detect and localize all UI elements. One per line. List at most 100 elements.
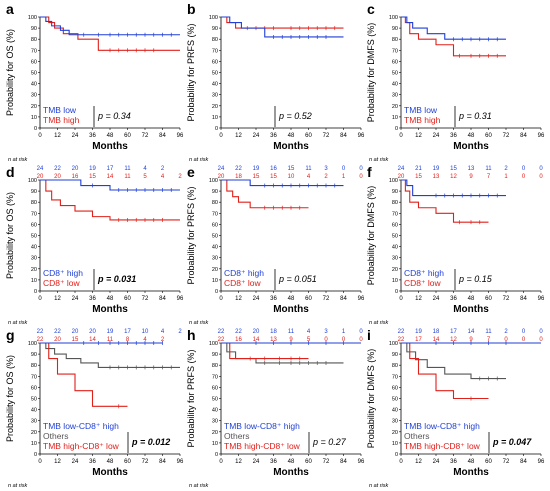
- y-tick-label: 80: [392, 363, 398, 369]
- y-tick-label: 90: [31, 189, 37, 195]
- legend-entry: TMB low: [404, 105, 438, 115]
- x-tick-label: 48: [107, 296, 114, 302]
- x-tick-label: 84: [520, 133, 527, 139]
- n-at-risk-value: 0: [522, 329, 526, 335]
- n-at-risk-value: 24: [218, 166, 225, 172]
- y-tick-label: 60: [392, 222, 398, 228]
- km-curve-blue: [40, 179, 180, 191]
- x-tick-label: 72: [142, 296, 149, 302]
- x-tick-label: 0: [399, 459, 403, 465]
- km-curve-blue: [40, 16, 180, 36]
- legend-entry: Others: [43, 431, 69, 441]
- n-at-risk-value: 15: [72, 337, 79, 343]
- n-at-risk-value: 2: [504, 329, 508, 335]
- p-value: p = 0.012: [131, 437, 170, 447]
- x-tick-label: 84: [159, 296, 166, 302]
- x-tick-label: 12: [235, 459, 242, 465]
- x-tick-label: 12: [54, 459, 61, 465]
- x-tick-label: 48: [468, 459, 475, 465]
- y-tick-label: 40: [212, 408, 218, 414]
- x-tick-label: 84: [340, 459, 347, 465]
- km-curve-gray: [401, 342, 506, 380]
- n-at-risk-value: 0: [539, 329, 543, 335]
- n-at-risk-value: 0: [359, 329, 363, 335]
- y-tick-label: 100: [209, 341, 218, 347]
- n-at-risk-value: 1: [342, 329, 346, 335]
- y-tick-label: 80: [212, 37, 218, 43]
- y-tick-label: 20: [31, 104, 37, 110]
- n-at-risk-value: 17: [450, 329, 457, 335]
- y-tick-label: 0: [34, 126, 37, 132]
- x-tick-label: 24: [433, 133, 440, 139]
- y-tick-label: 10: [392, 115, 398, 121]
- n-at-risk-value: 4: [143, 337, 147, 343]
- y-tick-label: 50: [212, 71, 218, 77]
- n-at-risk-value: 4: [161, 174, 165, 180]
- y-tick-label: 90: [212, 26, 218, 32]
- x-tick-label: 96: [177, 133, 184, 139]
- n-at-risk-value: 19: [253, 166, 260, 172]
- x-tick-label: 72: [323, 296, 330, 302]
- y-tick-label: 0: [34, 289, 37, 295]
- x-tick-label: 72: [142, 133, 149, 139]
- y-tick-label: 60: [31, 59, 37, 65]
- n-at-risk-value: 19: [107, 329, 114, 335]
- n-at-risk-value: 14: [433, 337, 440, 343]
- n-at-risk-value: 2: [324, 174, 328, 180]
- n-at-risk-value: 15: [89, 174, 96, 180]
- x-tick-label: 96: [538, 133, 545, 139]
- x-tick-label: 36: [450, 133, 457, 139]
- y-tick-label: 90: [212, 352, 218, 358]
- y-tick-label: 10: [212, 278, 218, 284]
- y-tick-label: 40: [31, 82, 37, 88]
- y-tick-label: 80: [31, 37, 37, 43]
- y-tick-label: 20: [31, 267, 37, 273]
- x-tick-label: 72: [503, 459, 510, 465]
- x-tick-label: 48: [288, 296, 295, 302]
- y-tick-label: 100: [28, 178, 37, 184]
- n-at-risk-value: 14: [107, 174, 114, 180]
- legend-entry: TMB high: [43, 115, 80, 125]
- y-tick-label: 20: [212, 104, 218, 110]
- panel-letter: d: [6, 164, 15, 180]
- n-at-risk-value: 11: [124, 174, 131, 180]
- x-tick-label: 0: [38, 296, 42, 302]
- x-tick-label: 12: [54, 133, 61, 139]
- n-at-risk-value: 15: [415, 174, 422, 180]
- km-curve-blue: [401, 179, 506, 197]
- y-tick-label: 60: [212, 222, 218, 228]
- x-tick-label: 36: [270, 459, 277, 465]
- x-tick-label: 0: [399, 296, 403, 302]
- y-tick-label: 30: [31, 256, 37, 262]
- legend-entry: Others: [404, 431, 430, 441]
- n-at-risk-value: 11: [107, 337, 114, 343]
- n-at-risk-value: 0: [522, 174, 526, 180]
- y-tick-label: 60: [392, 59, 398, 65]
- n-at-risk-value: 12: [450, 174, 457, 180]
- y-tick-label: 30: [31, 93, 37, 99]
- legend-entry: TMB low-CD8⁺ high: [404, 421, 480, 431]
- x-tick-label: 60: [485, 133, 492, 139]
- n-at-risk-value: 17: [415, 337, 422, 343]
- x-tick-label: 48: [468, 296, 475, 302]
- n-at-risk-value: 20: [253, 329, 260, 335]
- n-at-risk-value: 20: [89, 329, 96, 335]
- km-curve-red: [40, 342, 128, 407]
- x-tick-label: 60: [124, 459, 131, 465]
- x-tick-label: 12: [54, 296, 61, 302]
- y-tick-label: 50: [31, 71, 37, 77]
- legend-entry: TMB high-CD8⁺ low: [404, 441, 481, 451]
- legend-entry: TMB low: [43, 105, 77, 115]
- n-at-risk-value: 10: [142, 329, 149, 335]
- x-tick-label: 0: [219, 296, 223, 302]
- n-at-risk-value: 12: [450, 337, 457, 343]
- x-tick-label: 36: [89, 133, 96, 139]
- n-at-risk-value: 0: [504, 337, 508, 343]
- y-tick-label: 30: [392, 419, 398, 425]
- n-at-risk-value: 22: [218, 329, 225, 335]
- y-axis-label: Probability for DMFS (%): [366, 186, 376, 286]
- y-tick-label: 50: [31, 234, 37, 240]
- n-at-risk-value: 13: [433, 174, 440, 180]
- n-at-risk-value: 0: [359, 174, 363, 180]
